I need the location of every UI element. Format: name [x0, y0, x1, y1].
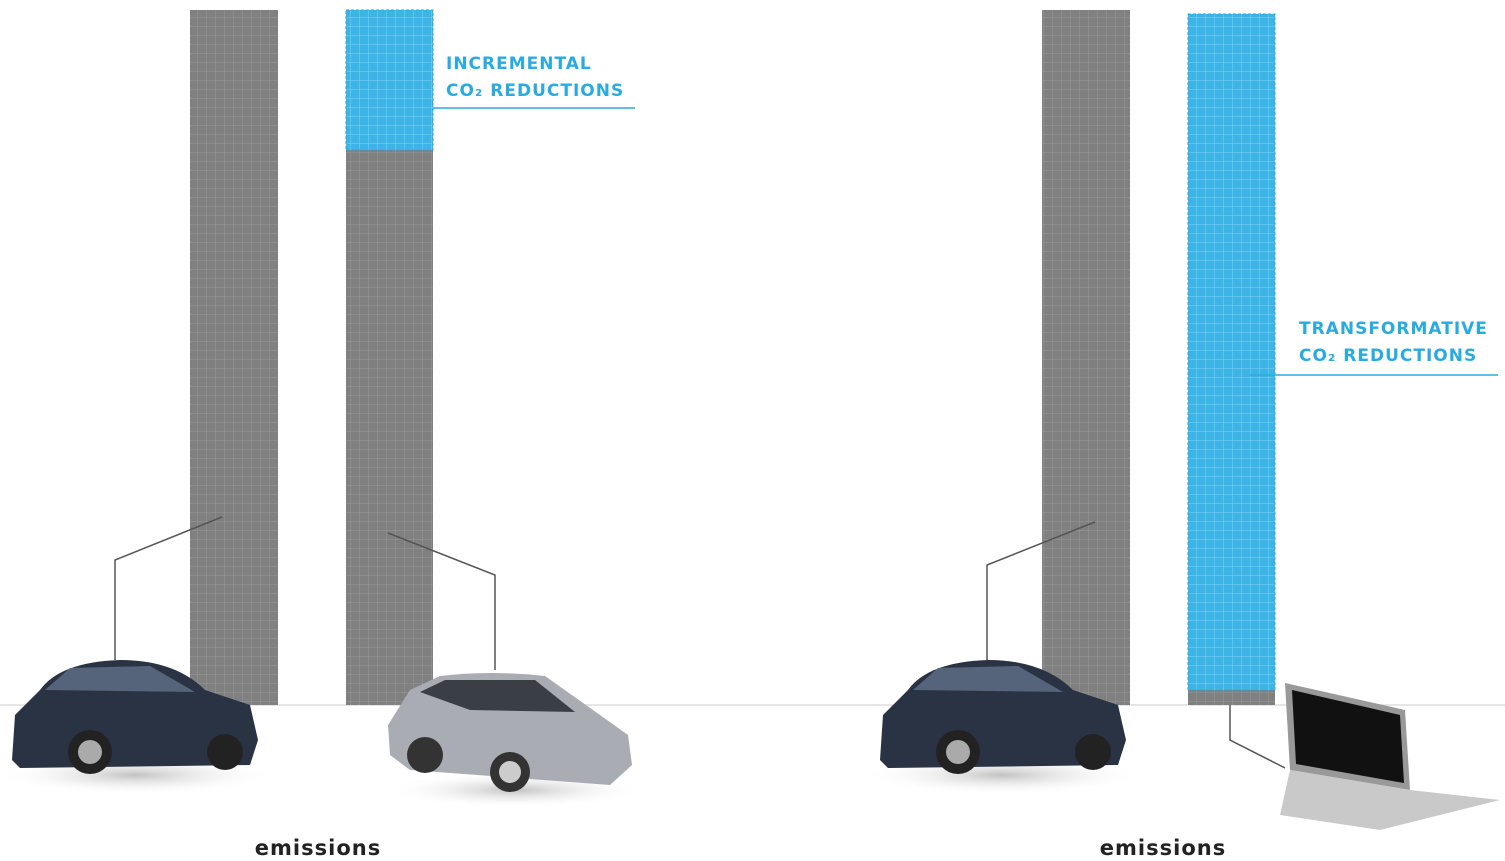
- reduction-bar: [1187, 13, 1276, 691]
- emission-bar: [190, 10, 278, 705]
- emission-bar: [346, 150, 433, 705]
- leader-line: [986, 521, 1096, 660]
- emission-bar: [1042, 10, 1130, 705]
- sedan-icon: [862, 660, 1142, 795]
- annotation-text: INCREMENTAL: [446, 54, 592, 74]
- sedan-icon: [0, 660, 275, 795]
- annotation-text: CO₂ REDUCTIONS: [446, 81, 624, 101]
- reduction-bar: [345, 9, 434, 151]
- leader-line: [387, 532, 496, 670]
- leader-line: [1229, 705, 1286, 769]
- hybrid-car-icon: [385, 673, 645, 808]
- label-text: emissions: [1100, 836, 1226, 860]
- annotation-text: TRANSFORMATIVE: [1299, 319, 1488, 339]
- annotation-text: CO₂ REDUCTIONS: [1299, 346, 1477, 366]
- laptop-icon: [1280, 683, 1500, 830]
- leader-line: [114, 516, 223, 660]
- label-text: emissions: [255, 836, 381, 860]
- emission-bar: [1188, 690, 1275, 705]
